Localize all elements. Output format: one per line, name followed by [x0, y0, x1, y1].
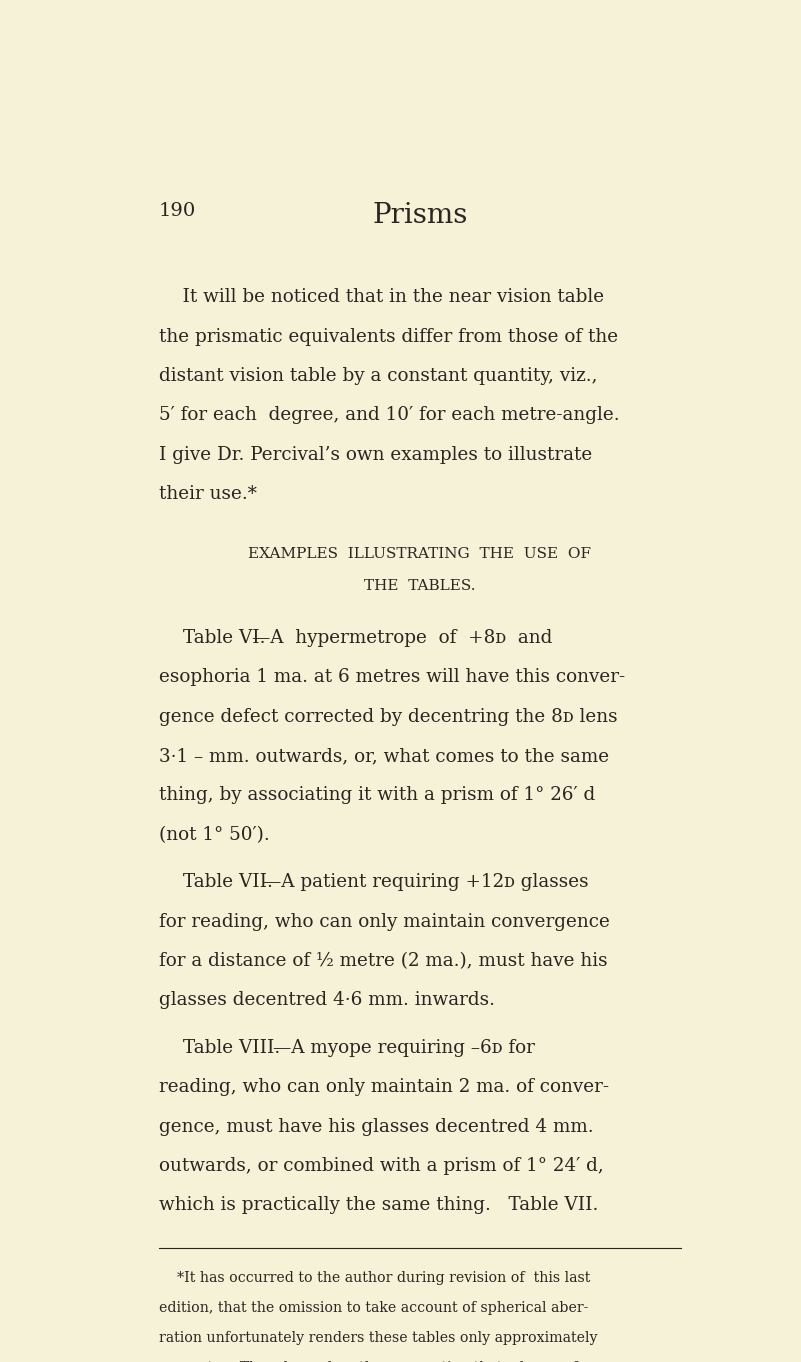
Text: 5′ for each  degree, and 10′ for each metre-angle.: 5′ for each degree, and 10′ for each met… — [159, 406, 620, 424]
Text: gence, must have his glasses decentred 4 mm.: gence, must have his glasses decentred 4… — [159, 1118, 594, 1136]
Text: which is practically the same thing.   Table VII.: which is practically the same thing. Tab… — [159, 1196, 598, 1215]
Text: esophoria 1 ma. at 6 metres will have this conver-: esophoria 1 ma. at 6 metres will have th… — [159, 669, 626, 686]
Text: outwards, or combined with a prism of 1° 24′ d,: outwards, or combined with a prism of 1°… — [159, 1158, 604, 1175]
Text: Table VIII.: Table VIII. — [183, 1039, 280, 1057]
Text: ration unfortunately renders these tables only approximately: ration unfortunately renders these table… — [159, 1331, 598, 1346]
Text: gence defect corrected by decentring the 8ᴅ lens: gence defect corrected by decentring the… — [159, 708, 618, 726]
Text: THE  TABLES.: THE TABLES. — [364, 579, 476, 592]
Text: I give Dr. Percival’s own examples to illustrate: I give Dr. Percival’s own examples to il… — [159, 445, 593, 463]
Text: It will be noticed that in the near vision table: It will be noticed that in the near visi… — [159, 289, 604, 306]
Text: thing, by associating it with a prism of 1° 26′ d: thing, by associating it with a prism of… — [159, 786, 595, 805]
Text: for reading, who can only maintain convergence: for reading, who can only maintain conve… — [159, 913, 610, 930]
Text: glasses decentred 4·6 mm. inwards.: glasses decentred 4·6 mm. inwards. — [159, 992, 495, 1009]
Text: 190: 190 — [159, 202, 196, 221]
Text: —A myope requiring –6ᴅ for: —A myope requiring –6ᴅ for — [272, 1039, 534, 1057]
Text: the prismatic equivalents differ from those of the: the prismatic equivalents differ from th… — [159, 328, 618, 346]
Text: edition, that the omission to take account of spherical aber-: edition, that the omission to take accou… — [159, 1301, 589, 1316]
Text: Prisms: Prisms — [372, 202, 468, 229]
Text: —A  hypermetrope  of  +8ᴅ  and: —A hypermetrope of +8ᴅ and — [252, 629, 553, 647]
Text: their use.*: their use.* — [159, 485, 257, 503]
Text: reading, who can only maintain 2 ma. of conver-: reading, who can only maintain 2 ma. of … — [159, 1079, 609, 1096]
Text: distant vision table by a constant quantity, viz.,: distant vision table by a constant quant… — [159, 366, 598, 385]
Text: —A patient requiring +12ᴅ glasses: —A patient requiring +12ᴅ glasses — [264, 873, 589, 892]
Text: EXAMPLES  ILLUSTRATING  THE  USE  OF: EXAMPLES ILLUSTRATING THE USE OF — [248, 548, 591, 561]
Text: (not 1° 50′).: (not 1° 50′). — [159, 825, 270, 843]
Text: Table VI.: Table VI. — [183, 629, 265, 647]
Text: 3·1 – mm. outwards, or, what comes to the same: 3·1 – mm. outwards, or, what comes to th… — [159, 748, 610, 765]
Text: Table VII.: Table VII. — [183, 873, 272, 892]
Text: for a distance of ½ metre (2 ma.), must have his: for a distance of ½ metre (2 ma.), must … — [159, 952, 608, 970]
Text: *It has occurred to the author during revision of  this last: *It has occurred to the author during re… — [159, 1272, 590, 1286]
